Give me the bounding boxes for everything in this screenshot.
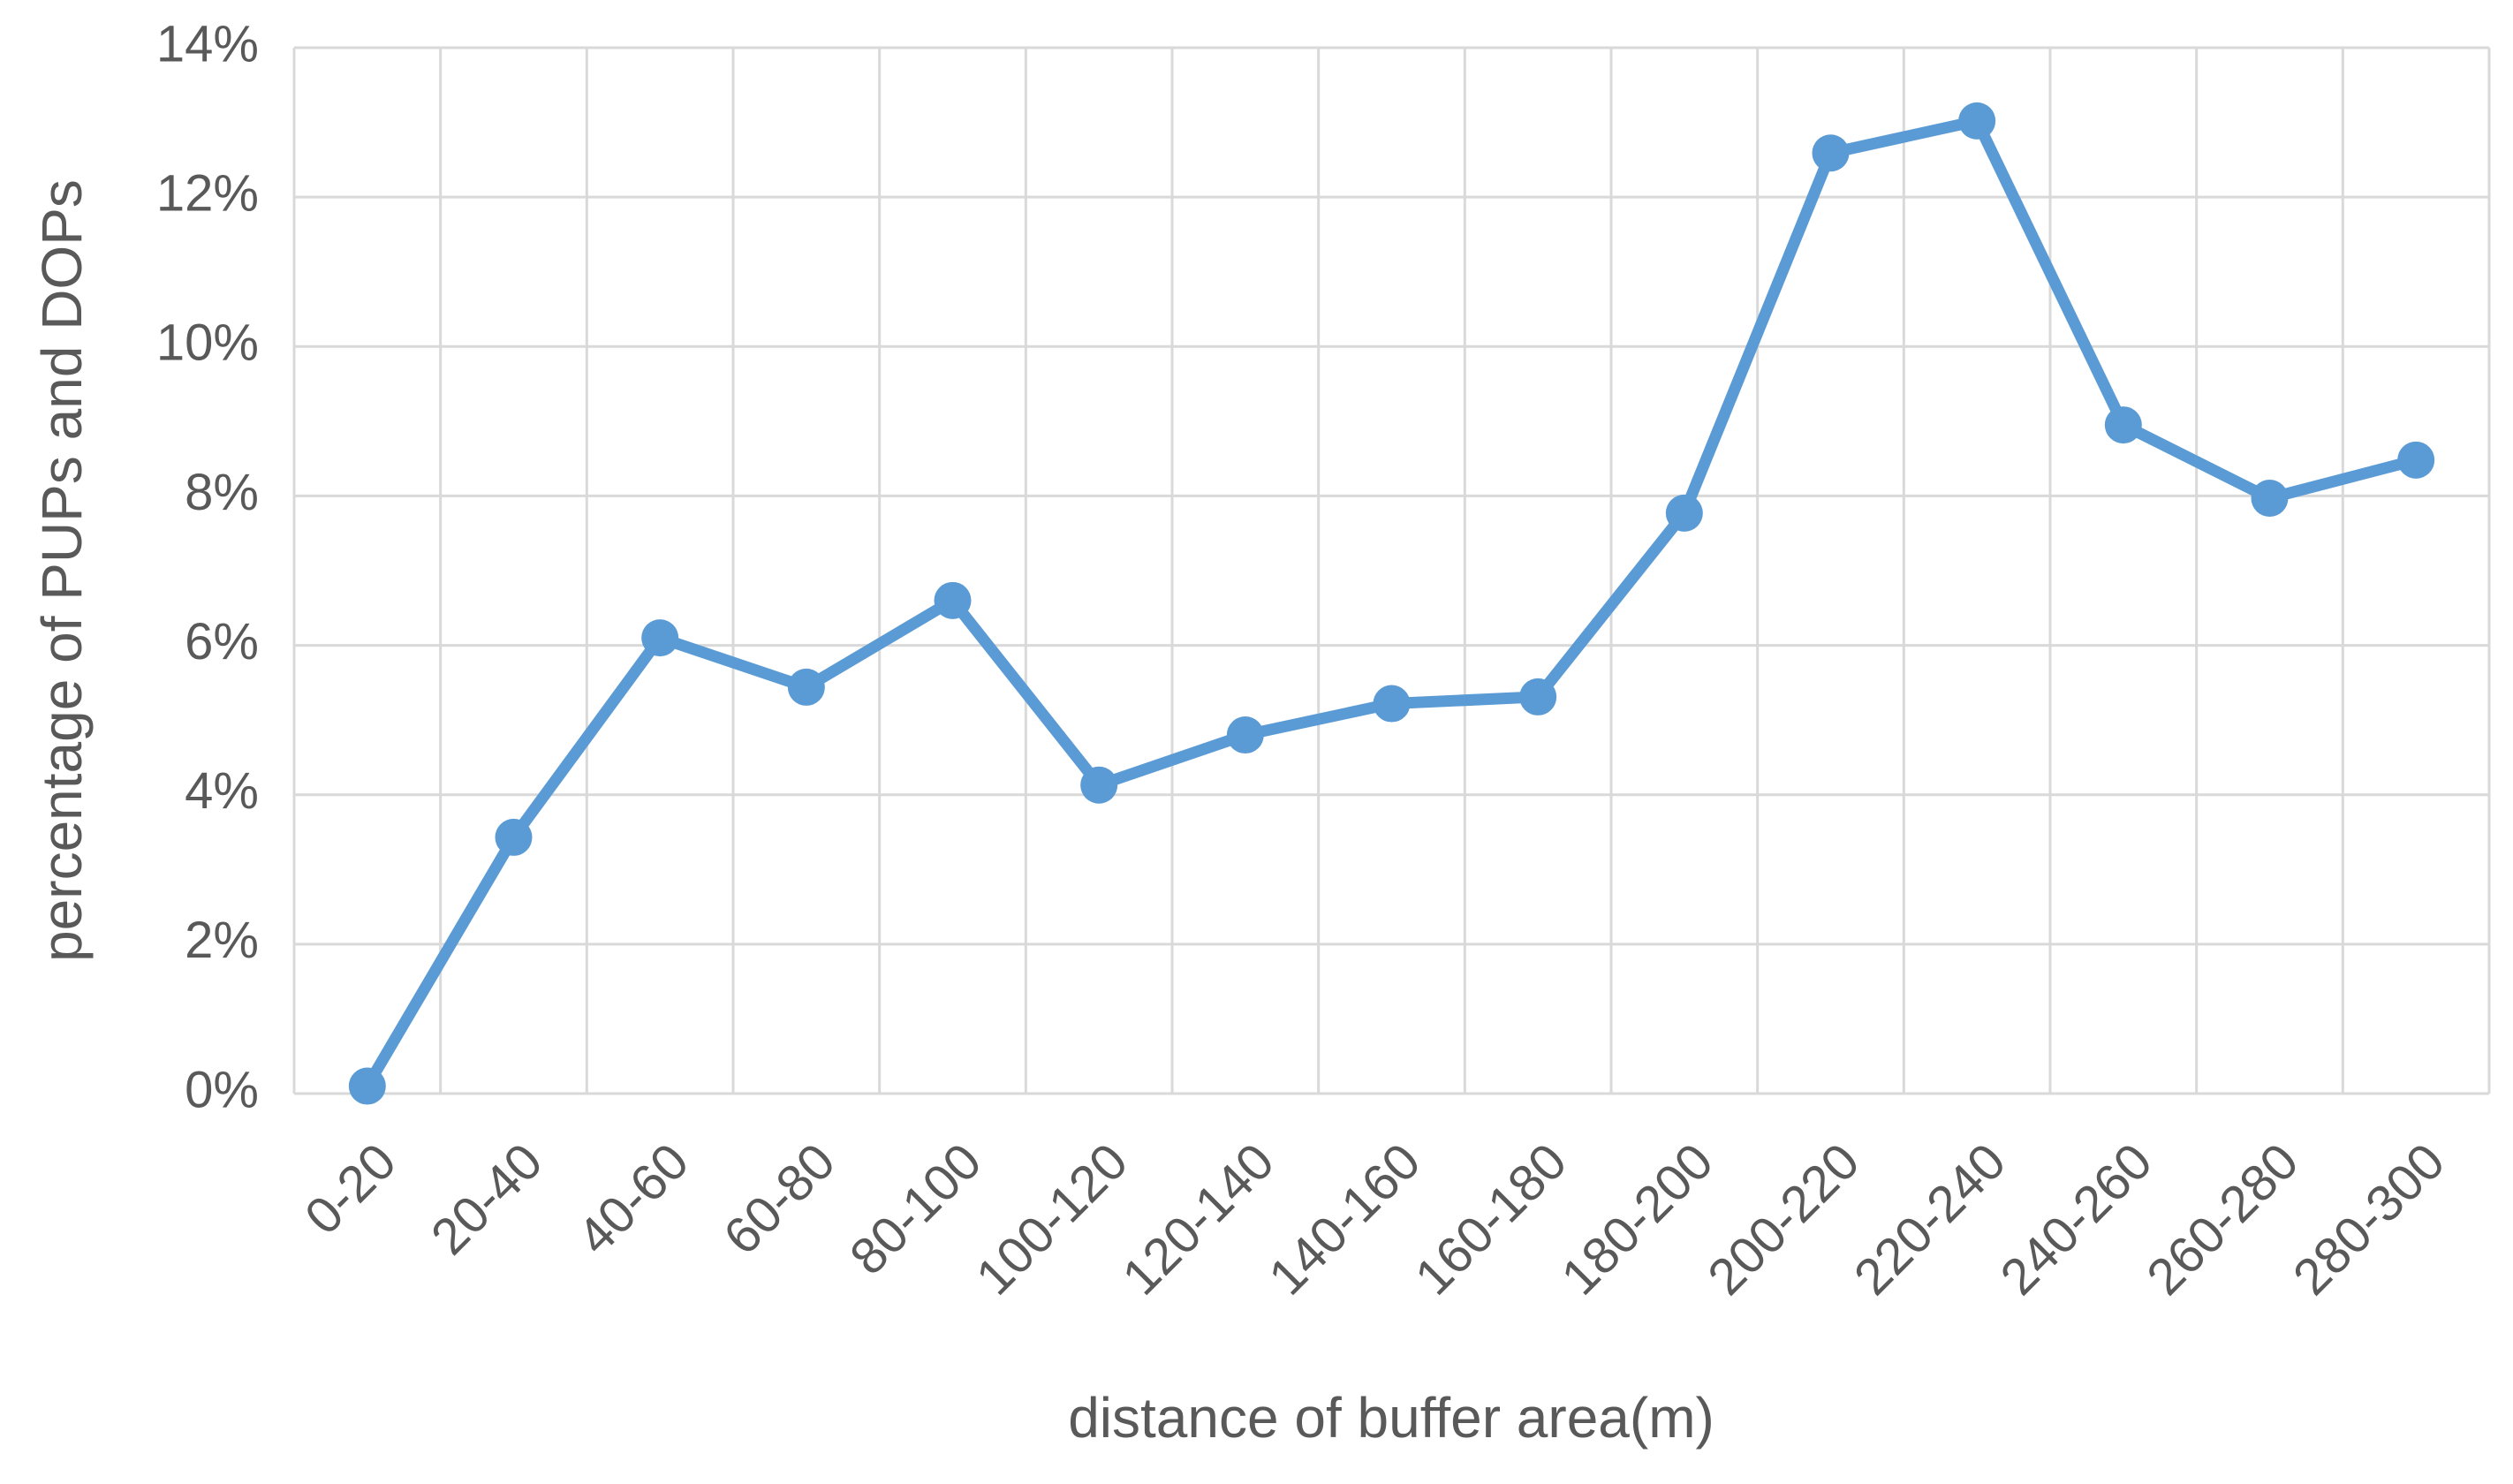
y-tick-label: 14%	[156, 15, 259, 72]
y-tick-label: 6%	[185, 613, 259, 670]
x-tick-label: 200-220	[1697, 1132, 1870, 1306]
y-tick-label: 4%	[185, 762, 259, 820]
x-tick-label: 280-300	[2282, 1132, 2456, 1306]
x-tick-label: 20-40	[420, 1132, 554, 1266]
y-tick-label: 12%	[156, 164, 259, 222]
data-point	[1519, 678, 1557, 716]
data-point	[2104, 406, 2142, 444]
y-tick-label: 8%	[185, 464, 259, 521]
data-point	[1080, 766, 1118, 804]
data-point	[1958, 102, 1996, 140]
x-axis-title: distance of buffer area(m)	[1068, 1386, 1714, 1450]
data-point	[787, 668, 825, 706]
data-point	[641, 619, 679, 657]
data-line	[362, 115, 2418, 1089]
data-point	[1226, 716, 1264, 754]
x-tick-label: 100-120	[965, 1132, 1139, 1306]
x-tick-label: 140-160	[1258, 1132, 1431, 1306]
data-point	[1812, 134, 1850, 172]
x-tick-label: 40-60	[566, 1132, 700, 1266]
x-tick-label: 240-260	[1989, 1132, 2162, 1306]
data-point	[348, 1067, 386, 1105]
y-tick-label: 2%	[185, 912, 259, 969]
y-axis-title: percentage of PUPs and DOPs	[30, 179, 94, 962]
data-point	[2251, 479, 2289, 517]
data-point	[2397, 441, 2435, 479]
x-tick-label: 60-80	[713, 1132, 846, 1266]
data-point	[934, 581, 972, 619]
y-tick-label: 10%	[156, 314, 259, 372]
data-point	[1665, 494, 1703, 532]
x-tick-label: 180-200	[1550, 1132, 1723, 1306]
x-tick-label: 0-20	[294, 1132, 407, 1246]
data-point	[1373, 685, 1411, 723]
x-tick-label: 220-240	[1843, 1132, 2017, 1306]
x-tick-label: 120-140	[1111, 1132, 1284, 1306]
x-tick-label: 160-180	[1404, 1132, 1578, 1306]
y-tick-label: 0%	[185, 1061, 259, 1118]
x-tick-label: 260-280	[2136, 1132, 2309, 1306]
data-point	[495, 818, 533, 856]
